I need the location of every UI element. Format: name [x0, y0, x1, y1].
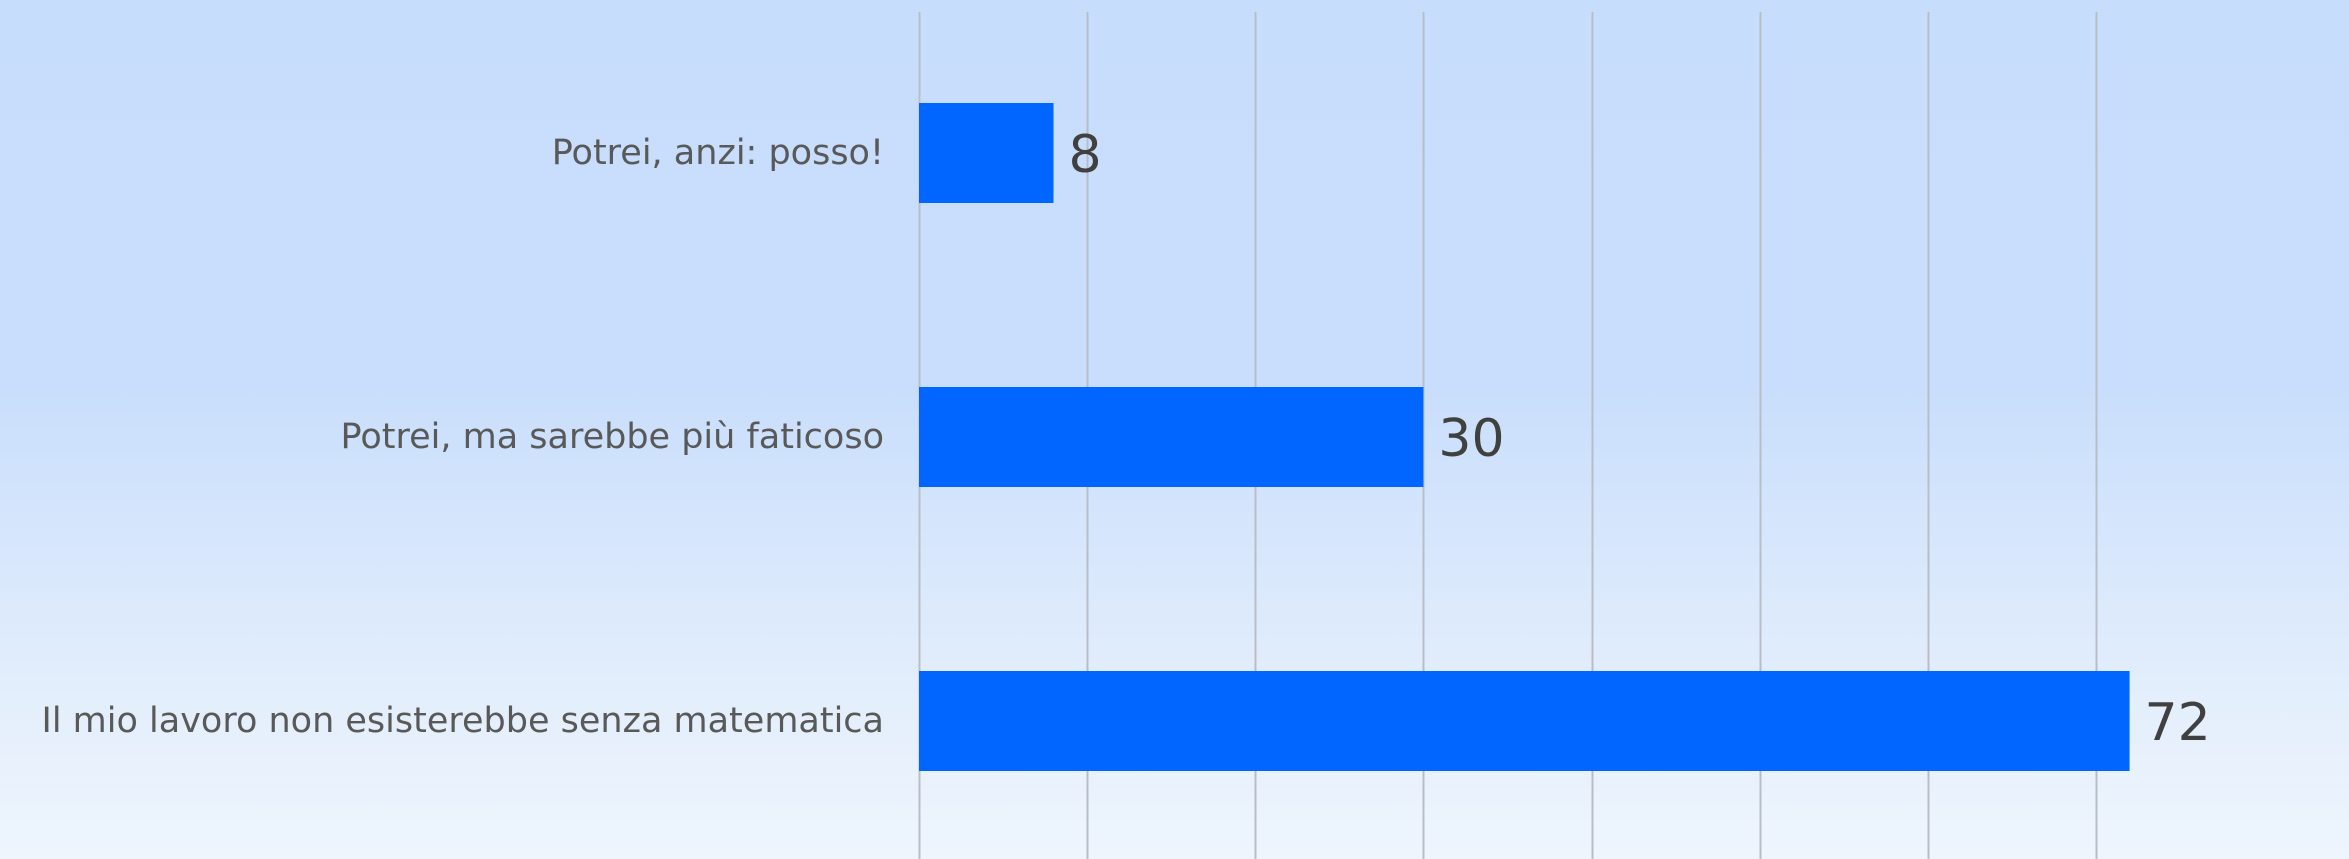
bar	[919, 103, 1054, 203]
data-label: 72	[2145, 693, 2211, 753]
bars	[919, 103, 2130, 771]
category-label: Il mio lavoro non esisterebbe senza mate…	[42, 701, 885, 741]
category-label: Potrei, anzi: posso!	[552, 133, 884, 173]
category-label: Potrei, ma sarebbe più faticoso	[341, 417, 885, 457]
data-labels: 8 30 72	[1069, 125, 2211, 753]
data-label: 8	[1069, 125, 1102, 185]
data-label: 30	[1438, 409, 1504, 469]
bar	[919, 387, 1424, 487]
category-labels: Potrei, anzi: posso! Potrei, ma sarebbe p…	[42, 133, 885, 741]
bar	[919, 671, 2130, 771]
